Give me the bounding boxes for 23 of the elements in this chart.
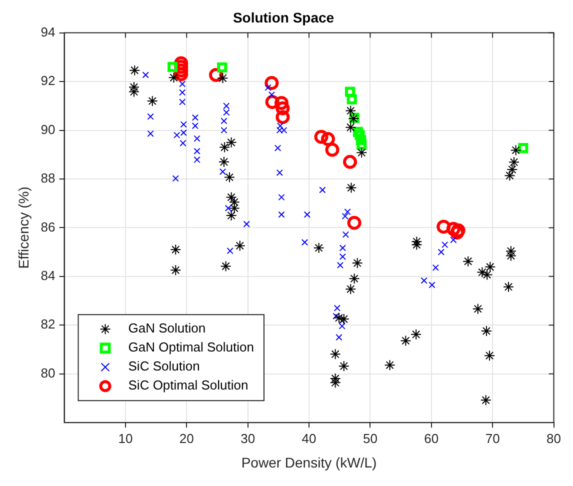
y-tick-label: 86 xyxy=(40,219,56,234)
y-tick-label: 88 xyxy=(40,170,56,186)
x-tick-label: 80 xyxy=(546,430,562,446)
y-tick-label: 94 xyxy=(40,24,56,40)
legend-label: GaN Optimal Solution xyxy=(128,340,254,355)
chart-title: Solution Space xyxy=(232,9,334,26)
x-tick-label: 60 xyxy=(424,430,439,446)
y-tick-label: 84 xyxy=(40,268,56,284)
x-tick-label: 10 xyxy=(118,430,133,446)
x-axis-title: Power Density (kW/L) xyxy=(241,454,377,470)
x-tick-label: 40 xyxy=(302,430,316,446)
y-tick-label: 82 xyxy=(40,316,56,332)
y-tick-label: 90 xyxy=(40,122,56,137)
x-tick-label: 50 xyxy=(362,430,378,446)
y-axis-title: Efficency (%) xyxy=(15,186,32,269)
y-tick-label: 92 xyxy=(40,73,56,88)
x-tick-label: 70 xyxy=(485,430,500,446)
y-tick-label: 80 xyxy=(40,365,56,380)
legend-label: GaN Solution xyxy=(128,320,206,336)
legend-label: SiC Solution xyxy=(128,358,200,374)
legend-label: SiC Optimal Solution xyxy=(128,378,248,393)
x-tick-label: 30 xyxy=(240,430,256,446)
x-tick-label: 20 xyxy=(179,430,194,446)
